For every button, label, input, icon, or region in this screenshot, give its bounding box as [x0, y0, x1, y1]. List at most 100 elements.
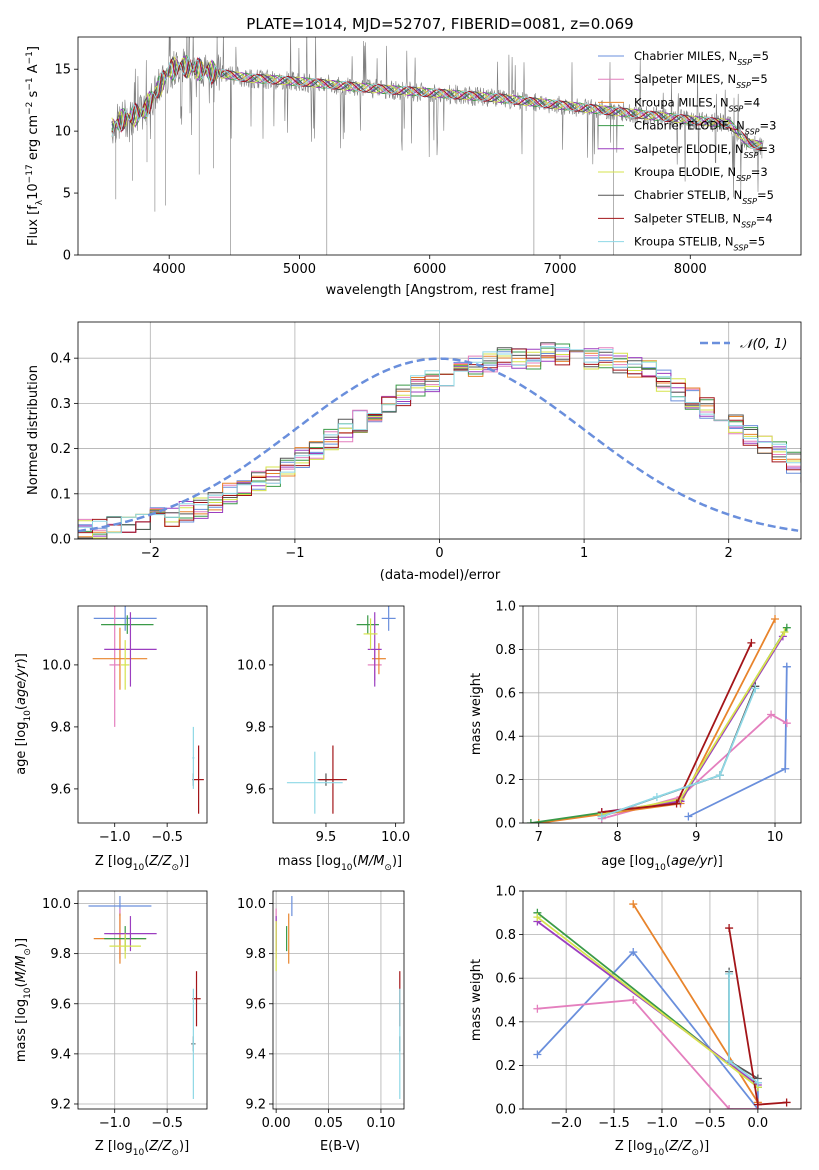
y-tick-label: 9.4	[245, 1047, 266, 1062]
label-part: ⊙	[171, 863, 179, 873]
x-tick-label: −1.0	[99, 830, 131, 845]
legend-sub: SSP	[729, 104, 744, 113]
series-line	[601, 642, 753, 813]
series-line	[536, 950, 759, 1109]
y-tick-label: 10.0	[237, 658, 266, 673]
legend-entry: Salpeter STELIB, NSSP=4	[634, 211, 773, 229]
y-tick-label: 0.6	[495, 686, 516, 701]
panel-3: −1.0 −0.59.69.810.0Z [log10(Z/Z⊙)]age [lo…	[14, 605, 208, 873]
histogram-chabrier-stelib	[78, 342, 801, 539]
axes-frame	[522, 605, 802, 824]
legend-label: Kroupa MILES, N	[634, 95, 729, 109]
x-tick-label: 8	[613, 830, 621, 845]
y-tick-label: 9.8	[245, 720, 266, 735]
x-tick-label: 4000	[153, 262, 186, 277]
label-part: s	[26, 90, 41, 101]
legend-suffix: =5	[751, 72, 768, 86]
axes-frame	[77, 321, 802, 540]
axes-frame	[77, 36, 802, 256]
axes-frame	[272, 890, 405, 1110]
label-part: 10	[23, 710, 33, 722]
y-tick-label: 0.1	[50, 487, 71, 502]
legend-suffix: =3	[758, 142, 775, 156]
label-part: )]	[713, 854, 723, 869]
label-part: ⊙	[23, 948, 33, 956]
label-part: 10	[133, 1148, 145, 1158]
series-marker	[782, 662, 791, 671]
x-tick-label: 8000	[674, 262, 707, 277]
x-axis-label: age [log10(age/yr)]	[601, 854, 723, 873]
x-tick-label: 2	[725, 546, 733, 561]
series-line	[688, 666, 788, 818]
series-marker	[725, 1057, 734, 1066]
histogram-chabrier-elodie	[78, 343, 801, 539]
legend-sub: SSP	[737, 58, 752, 67]
x-axis-label: E(B-V)	[320, 1139, 360, 1154]
series-marker	[672, 799, 681, 808]
label-part: Z [log	[95, 854, 133, 869]
figure-title: PLATE=1014, MJD=52707, FIBERID=0081, z=0…	[246, 15, 633, 33]
y-tick-label: 9.8	[245, 947, 266, 962]
histogram-salpeter-miles	[78, 343, 801, 539]
x-tick-label: −0.5	[151, 830, 183, 845]
panel-4: 9.5 10.0 9.6 9.8 10.0 mass [log10(M/M⊙)]	[237, 605, 410, 873]
errorbar-point-salpeter-elodie	[104, 916, 157, 952]
label-part: ⊙	[171, 1148, 179, 1158]
x-tick-label: −2.0	[550, 1116, 582, 1131]
series-marker	[747, 638, 756, 647]
errorbar-point-kroupa-elodie	[363, 618, 378, 650]
histogram-kroupa-elodie	[78, 350, 801, 539]
plot-area	[111, 37, 764, 255]
legend-label: Chabrier ELODIE, N	[634, 119, 745, 133]
series-marker	[534, 819, 543, 823]
label-part: age [log	[601, 854, 654, 869]
y-axis-label: mass weight	[469, 959, 484, 1041]
label-part: erg cm	[26, 115, 41, 164]
spectrum-data-line	[111, 37, 764, 255]
x-tick-label: 10	[767, 830, 784, 845]
axes-frame	[522, 890, 802, 1110]
series-kroupa-elodie	[597, 628, 789, 819]
series-marker	[753, 1078, 762, 1087]
series-marker	[629, 996, 638, 1004]
x-axis-label: wavelength [Angstrom, rest frame]	[326, 283, 555, 298]
label-part: (	[144, 1139, 149, 1154]
legend-entry: Chabrier STELIB, NSSP=5	[634, 188, 774, 206]
errorbar-point-kroupa-stelib	[192, 726, 195, 789]
errorbar-point-kroupa-elodie	[109, 933, 141, 959]
normal-curve	[78, 357, 799, 533]
y-tick-label: 0.0	[50, 533, 71, 548]
x-tick-label: 9	[692, 830, 700, 845]
label-part: −1	[25, 51, 35, 64]
series-line	[536, 916, 759, 1088]
y-tick-label: 9.6	[50, 782, 71, 797]
x-tick-label: −1.5	[598, 1116, 630, 1131]
legend-sub: SSP	[734, 243, 749, 252]
series-marker	[629, 900, 638, 909]
label-part: age [log	[14, 722, 29, 775]
x-tick-label: −2	[141, 546, 160, 561]
label-part: (	[144, 854, 149, 869]
label-part: 10	[23, 987, 33, 999]
series-line	[530, 627, 788, 823]
panel-7: 0.00 0.05 0.10 9.2 9.4 9.6 9.8 10.0 E(B-V)	[237, 890, 405, 1154]
legend-suffix: =4	[756, 211, 773, 225]
y-tick-label: 1.0	[495, 600, 516, 615]
y-tick-label: 9.2	[50, 1097, 71, 1112]
model-line-kroupa-stelib	[111, 55, 763, 150]
legend-label: Salpeter MILES, N	[634, 72, 736, 86]
histogram-kroupa-miles	[78, 350, 801, 539]
series-marker	[715, 771, 724, 780]
series-line	[601, 631, 786, 816]
series-marker	[753, 1100, 762, 1109]
label-part: A	[26, 64, 41, 77]
x-tick-label: −0.5	[694, 1116, 726, 1131]
x-tick-label: 5000	[283, 262, 316, 277]
y-tick-label: 9.4	[50, 1047, 71, 1062]
panel-2: −2 −1 0 1 2 0.0 0.1 0.2 0.3 0.4 𝒩(0, 1) (data-model…	[26, 321, 802, 583]
x-tick-label: 1	[580, 546, 588, 561]
y-tick-label: 10.0	[237, 897, 266, 912]
legend-sub: SSP	[736, 81, 751, 90]
legend-suffix: =3	[760, 119, 777, 133]
